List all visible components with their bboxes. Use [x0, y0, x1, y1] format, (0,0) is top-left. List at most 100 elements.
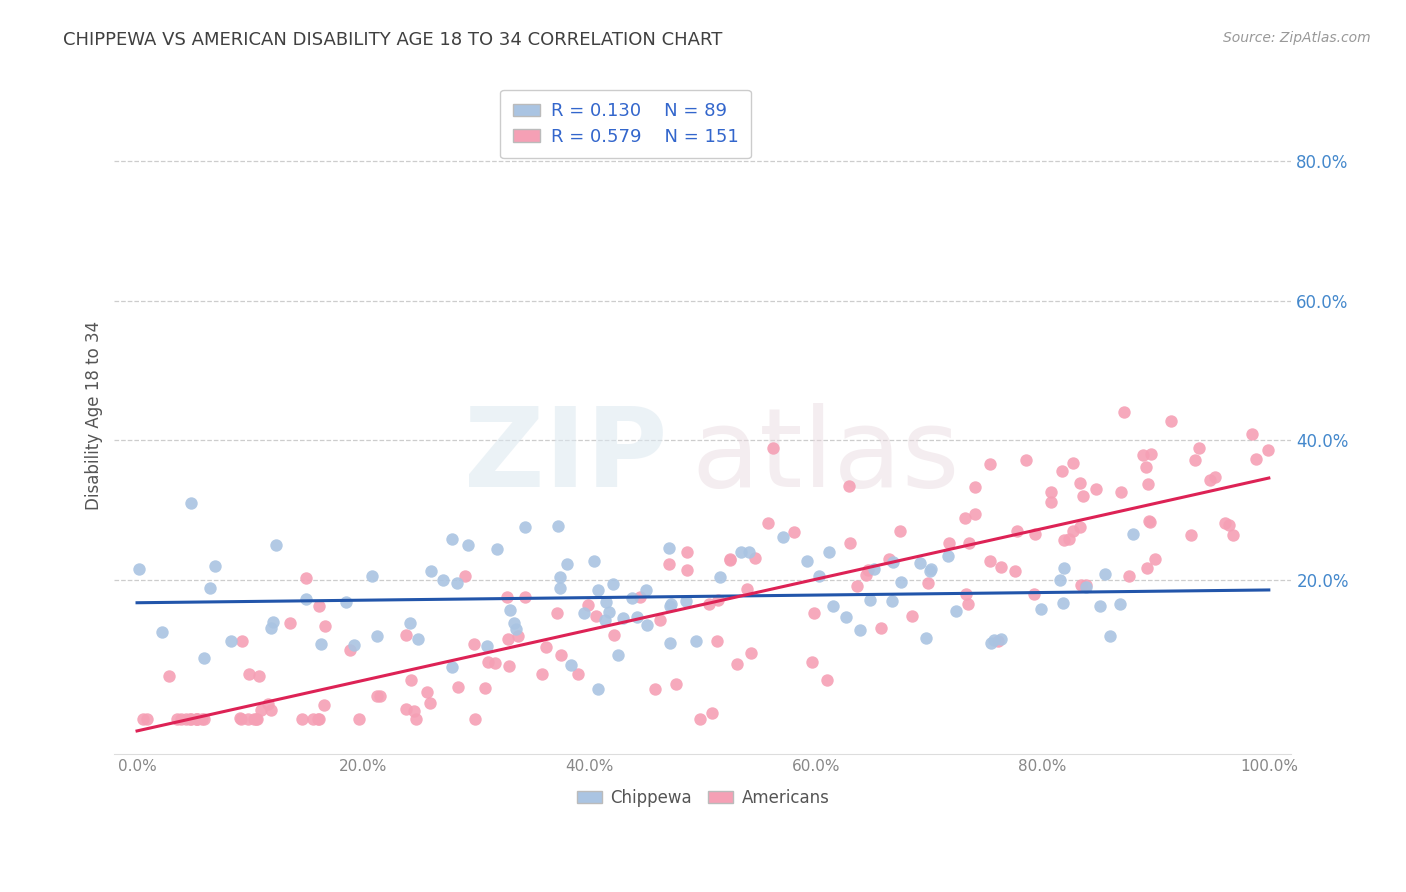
- Point: [245, 712, 267, 726]
- Point: [772, 530, 794, 544]
- Point: [1188, 441, 1211, 455]
- Point: [464, 712, 486, 726]
- Point: [1076, 578, 1098, 592]
- Point: [503, 616, 526, 631]
- Point: [658, 541, 681, 555]
- Point: [588, 582, 610, 597]
- Point: [1074, 580, 1097, 594]
- Point: [1050, 463, 1073, 477]
- Point: [725, 657, 748, 672]
- Point: [1024, 527, 1046, 541]
- Point: [890, 575, 912, 590]
- Point: [637, 618, 659, 632]
- Point: [432, 573, 454, 587]
- Point: [956, 597, 979, 611]
- Point: [152, 624, 174, 639]
- Point: [475, 640, 498, 654]
- Point: [855, 567, 877, 582]
- Point: [636, 582, 658, 597]
- Point: [838, 536, 860, 550]
- Point: [166, 712, 188, 726]
- Legend: Chippewa, Americans: Chippewa, Americans: [569, 782, 837, 814]
- Point: [360, 569, 382, 583]
- Point: [368, 689, 391, 703]
- Point: [419, 564, 441, 578]
- Point: [132, 712, 155, 726]
- Point: [302, 712, 325, 726]
- Point: [1180, 528, 1202, 542]
- Point: [593, 613, 616, 627]
- Point: [1071, 489, 1094, 503]
- Point: [347, 712, 370, 726]
- Point: [1139, 447, 1161, 461]
- Point: [260, 703, 283, 717]
- Point: [918, 564, 941, 578]
- Point: [1199, 473, 1222, 487]
- Point: [920, 562, 942, 576]
- Point: [440, 659, 463, 673]
- Point: [706, 634, 728, 648]
- Point: [730, 545, 752, 559]
- Point: [1184, 453, 1206, 467]
- Point: [702, 706, 724, 721]
- Point: [136, 712, 159, 726]
- Point: [901, 609, 924, 624]
- Point: [419, 696, 441, 710]
- Point: [259, 622, 281, 636]
- Point: [249, 669, 271, 683]
- Point: [339, 643, 361, 657]
- Point: [990, 632, 1012, 646]
- Point: [250, 703, 273, 717]
- Point: [821, 599, 844, 614]
- Point: [675, 594, 697, 608]
- Point: [659, 598, 682, 612]
- Point: [602, 576, 624, 591]
- Point: [1094, 567, 1116, 582]
- Point: [295, 571, 318, 585]
- Point: [1244, 452, 1267, 467]
- Point: [184, 712, 207, 726]
- Point: [697, 597, 720, 611]
- Point: [314, 619, 336, 633]
- Point: [800, 655, 823, 669]
- Point: [818, 544, 841, 558]
- Point: [170, 712, 193, 726]
- Point: [180, 496, 202, 510]
- Point: [738, 544, 761, 558]
- Point: [576, 598, 599, 612]
- Point: [1004, 564, 1026, 578]
- Point: [555, 557, 578, 571]
- Point: [955, 586, 977, 600]
- Point: [603, 628, 626, 642]
- Point: [572, 606, 595, 620]
- Point: [366, 689, 388, 703]
- Point: [880, 594, 903, 608]
- Point: [979, 457, 1001, 471]
- Point: [835, 610, 858, 624]
- Point: [707, 593, 730, 607]
- Point: [586, 682, 609, 697]
- Point: [783, 524, 806, 539]
- Point: [1070, 578, 1092, 592]
- Point: [560, 657, 582, 672]
- Point: [846, 579, 869, 593]
- Point: [1122, 526, 1144, 541]
- Point: [186, 712, 208, 726]
- Point: [709, 570, 731, 584]
- Point: [1139, 516, 1161, 530]
- Point: [796, 554, 818, 568]
- Point: [803, 606, 825, 620]
- Point: [262, 615, 284, 629]
- Point: [965, 480, 987, 494]
- Point: [1049, 574, 1071, 588]
- Point: [246, 712, 269, 726]
- Point: [1024, 587, 1046, 601]
- Point: [1257, 442, 1279, 457]
- Point: [980, 636, 1002, 650]
- Point: [983, 633, 1005, 648]
- Text: CHIPPEWA VS AMERICAN DISABILITY AGE 18 TO 34 CORRELATION CHART: CHIPPEWA VS AMERICAN DISABILITY AGE 18 T…: [63, 31, 723, 49]
- Point: [404, 704, 426, 718]
- Point: [463, 636, 485, 650]
- Point: [990, 559, 1012, 574]
- Point: [1040, 494, 1063, 508]
